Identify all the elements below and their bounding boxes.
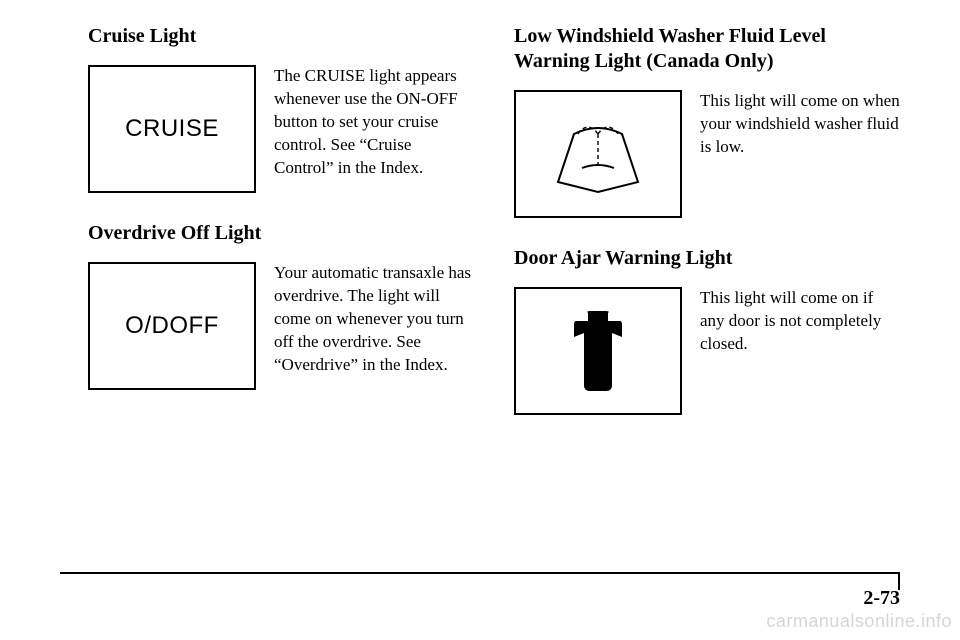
right-column: Low Windshield Washer Fluid Level Warnin… bbox=[514, 24, 900, 443]
overdrive-off-line2: OFF bbox=[169, 312, 219, 340]
page-number: 2-73 bbox=[863, 587, 900, 610]
washer-fluid-description: This light will come on when your windsh… bbox=[700, 90, 900, 218]
footer-rule-bar bbox=[60, 572, 900, 574]
cruise-light-block: CRUISE The CRUISE light appears whenever… bbox=[88, 65, 474, 193]
door-ajar-indicator-icon bbox=[514, 287, 682, 415]
overdrive-off-block: O/D OFF Your automatic transaxle has ove… bbox=[88, 262, 474, 390]
overdrive-off-line1: O/D bbox=[125, 312, 169, 340]
overdrive-off-indicator-icon: O/D OFF bbox=[88, 262, 256, 390]
car-door-ajar-icon bbox=[562, 307, 634, 395]
cruise-light-heading: Cruise Light bbox=[88, 24, 474, 49]
cruise-indicator-text: CRUISE bbox=[125, 115, 219, 143]
door-ajar-block: This light will come on if any door is n… bbox=[514, 287, 900, 415]
watermark-text: carmanualsonline.info bbox=[766, 611, 952, 632]
cruise-indicator-icon: CRUISE bbox=[88, 65, 256, 193]
door-ajar-description: This light will come on if any door is n… bbox=[700, 287, 900, 415]
manual-page: Cruise Light CRUISE The CRUISE light app… bbox=[0, 0, 960, 640]
washer-fluid-indicator-icon bbox=[514, 90, 682, 218]
left-column: Cruise Light CRUISE The CRUISE light app… bbox=[88, 24, 474, 443]
overdrive-off-description: Your automatic transaxle has overdrive. … bbox=[274, 262, 474, 390]
footer-rule bbox=[60, 572, 900, 576]
cruise-light-description: The CRUISE light appears whenever use th… bbox=[274, 65, 474, 193]
washer-fluid-block: This light will come on when your windsh… bbox=[514, 90, 900, 218]
door-ajar-heading: Door Ajar Warning Light bbox=[514, 246, 900, 271]
windshield-washer-icon bbox=[548, 114, 648, 194]
two-column-layout: Cruise Light CRUISE The CRUISE light app… bbox=[88, 24, 900, 443]
washer-fluid-heading: Low Windshield Washer Fluid Level Warnin… bbox=[514, 24, 900, 74]
overdrive-off-heading: Overdrive Off Light bbox=[88, 221, 474, 246]
